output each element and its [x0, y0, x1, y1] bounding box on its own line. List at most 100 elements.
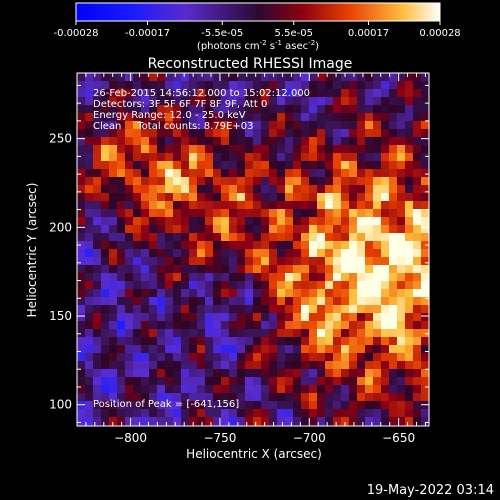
heatmap-cell	[117, 177, 126, 186]
heatmap-cell	[389, 417, 398, 426]
heatmap-cell	[189, 113, 198, 122]
heatmap-cell	[285, 409, 294, 418]
heatmap-cell	[157, 145, 166, 154]
heatmap-cell	[357, 233, 366, 242]
heatmap-cell	[397, 409, 406, 418]
heatmap-cell	[301, 409, 310, 418]
heatmap-cell	[101, 153, 110, 162]
heatmap-cell	[213, 217, 222, 226]
heatmap-cell	[101, 89, 110, 98]
heatmap-cell	[165, 217, 174, 226]
heatmap-cell	[269, 81, 278, 90]
heatmap-cell	[101, 401, 110, 410]
heatmap-cell	[333, 193, 342, 202]
heatmap-cell	[397, 345, 406, 354]
heatmap-cell	[341, 369, 350, 378]
heatmap-cell	[325, 345, 334, 354]
heatmap-cell	[421, 97, 430, 106]
heatmap-cell	[421, 385, 430, 394]
heatmap-cell	[197, 273, 206, 282]
heatmap-cell	[229, 393, 238, 402]
heatmap-cell	[261, 329, 270, 338]
heatmap-cell	[301, 297, 310, 306]
heatmap-cell	[133, 81, 142, 90]
heatmap-cell	[117, 241, 126, 250]
heatmap-cell	[421, 209, 430, 218]
heatmap-cell	[293, 329, 302, 338]
heatmap-cell	[117, 265, 126, 274]
heatmap-cell	[85, 145, 94, 154]
heatmap-cell	[181, 177, 190, 186]
heatmap-cell	[117, 305, 126, 314]
heatmap-cell	[405, 337, 414, 346]
heatmap-cell	[77, 201, 86, 210]
heatmap-cell	[141, 201, 150, 210]
heatmap-cell	[357, 361, 366, 370]
heatmap-cell	[245, 241, 254, 250]
heatmap-cell	[389, 153, 398, 162]
heatmap-cell	[357, 329, 366, 338]
heatmap-cell	[277, 417, 286, 426]
heatmap-cell	[109, 145, 118, 154]
heatmap-cell	[133, 241, 142, 250]
heatmap-cell	[309, 73, 318, 82]
heatmap-cell	[205, 105, 214, 114]
heatmap-cell	[357, 257, 366, 266]
heatmap-cell	[181, 289, 190, 298]
heatmap-cell	[253, 105, 262, 114]
heatmap-cell	[125, 201, 134, 210]
heatmap-cell	[101, 233, 110, 242]
heatmap-cell	[77, 89, 86, 98]
heatmap-cell	[325, 241, 334, 250]
heatmap-cell	[237, 385, 246, 394]
heatmap-cell	[397, 361, 406, 370]
heatmap-cell	[349, 281, 358, 290]
heatmap-cell	[277, 209, 286, 218]
heatmap-cell	[141, 89, 150, 98]
heatmap-cell	[413, 257, 422, 266]
heatmap-cell	[253, 137, 262, 146]
heatmap-cell	[197, 129, 206, 138]
heatmap-cell	[133, 297, 142, 306]
heatmap-cell	[269, 153, 278, 162]
heatmap-cell	[165, 369, 174, 378]
heatmap-cell	[261, 129, 270, 138]
heatmap-cell	[237, 73, 246, 82]
heatmap-cell	[205, 417, 214, 426]
heatmap-cell	[101, 377, 110, 386]
heatmap-cell	[357, 369, 366, 378]
heatmap-cell	[365, 313, 374, 322]
heatmap-cell	[157, 193, 166, 202]
heatmap-cell	[341, 377, 350, 386]
heatmap-cell	[117, 337, 126, 346]
heatmap-cell	[101, 97, 110, 106]
heatmap-cell	[317, 305, 326, 314]
heatmap-cell	[373, 345, 382, 354]
heatmap-cell	[413, 113, 422, 122]
heatmap-cell	[405, 409, 414, 418]
heatmap-cell	[261, 185, 270, 194]
heatmap-cell	[117, 289, 126, 298]
heatmap-cell	[245, 209, 254, 218]
heatmap-cell	[389, 177, 398, 186]
heatmap-cell	[213, 209, 222, 218]
heatmap-cell	[293, 177, 302, 186]
heatmap-cell	[397, 201, 406, 210]
heatmap-cell	[373, 177, 382, 186]
heatmap-cell	[149, 313, 158, 322]
heatmap-cell	[301, 361, 310, 370]
heatmap-cell	[397, 129, 406, 138]
heatmap-cell	[285, 313, 294, 322]
heatmap-cell	[373, 121, 382, 130]
heatmap-cell	[221, 81, 230, 90]
heatmap-cell	[157, 81, 166, 90]
heatmap-cell	[149, 121, 158, 130]
heatmap-cell	[269, 201, 278, 210]
heatmap-cell	[349, 233, 358, 242]
heatmap-cell	[357, 393, 366, 402]
heatmap-cell	[85, 345, 94, 354]
heatmap-cell	[181, 209, 190, 218]
heatmap-cell	[413, 361, 422, 370]
heatmap-cell	[253, 289, 262, 298]
heatmap-cell	[309, 169, 318, 178]
